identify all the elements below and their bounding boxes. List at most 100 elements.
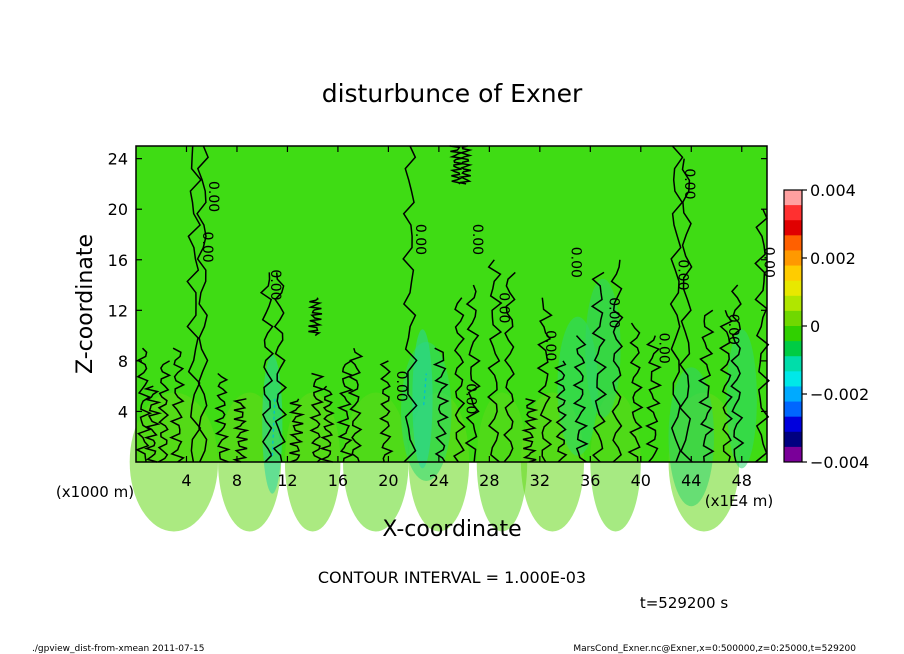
- contour-line: [645, 335, 663, 463]
- field-shade: [726, 329, 757, 469]
- colorbar-tick-label: 0: [810, 317, 820, 336]
- colorbar-segment: [784, 250, 802, 267]
- colorbar-segment: [784, 265, 802, 282]
- colorbar-segment: [784, 341, 802, 357]
- y-tick-label: 12: [108, 301, 128, 320]
- contour-line: [347, 347, 364, 463]
- contour-line: [307, 297, 323, 337]
- y-tick-label: 4: [118, 402, 128, 421]
- colorbar: 0.004 0.002 0 −0.002 −0.004: [783, 181, 869, 472]
- x-tick-label: 20: [378, 471, 398, 490]
- contour-label: 0.00: [605, 297, 621, 328]
- x-tick-label: 48: [732, 471, 752, 490]
- y-tick-label: 20: [108, 200, 128, 219]
- x-unit-left: (x1000 m): [56, 483, 134, 501]
- y-tick-label: 8: [118, 352, 128, 371]
- contour-line: [135, 347, 153, 463]
- contour-label: 0.00: [567, 247, 583, 278]
- contour-line: [610, 259, 624, 463]
- field-shading: [129, 278, 757, 532]
- contour-line: [554, 360, 568, 463]
- contour-label: 0.00: [681, 168, 697, 199]
- contour-line: [754, 208, 771, 463]
- contour-line: [319, 385, 335, 463]
- x-axis: 4 8 12 16 20 24 28 32 36 40 44 48: [181, 146, 752, 490]
- chart-title: disturbunce of Exner: [322, 79, 583, 108]
- contour-labels: 0.00 0.00 0.00 0.00 0.00 0.00 0.00 0.00 0.00 0.00…: [199, 168, 777, 414]
- contour-label: 0.00: [496, 292, 512, 323]
- contour-line: [572, 335, 589, 463]
- field-shade: [668, 367, 714, 507]
- contour-interval-text: CONTOUR INTERVAL = 1.000E-03: [318, 568, 586, 587]
- contour-label: 0.00: [393, 371, 409, 402]
- y-axis-label: Z-coordinate: [73, 234, 98, 374]
- contour-label: 0.00: [761, 247, 777, 278]
- contour-line: [432, 347, 450, 463]
- y-tick-label: 16: [108, 251, 128, 270]
- contour-label: 0.00: [542, 330, 558, 361]
- colorbar-segment: [784, 356, 802, 372]
- colorbar-tick-label: −0.002: [810, 385, 869, 404]
- contour-label: 0.00: [267, 269, 283, 300]
- colorbar-tick-label: 0.004: [810, 181, 856, 200]
- x-unit-right: (x1E4 m): [705, 492, 774, 510]
- plot-frame: [135, 145, 768, 463]
- colorbar-segment: [784, 280, 802, 297]
- colorbar-tick-label: −0.004: [810, 453, 869, 472]
- contour-line: [402, 145, 418, 463]
- contour-line: [718, 310, 733, 463]
- contour-line: [336, 360, 355, 463]
- contour-label: 0.00: [205, 181, 221, 212]
- contour-label: 0.00: [675, 259, 691, 290]
- contour-line: [196, 145, 209, 463]
- contour-line: [272, 272, 288, 463]
- x-tick-label: 12: [277, 471, 297, 490]
- contour-label: 0.00: [199, 232, 215, 263]
- plot-area: 0.00 0.00 0.00 0.00 0.00 0.00 0.00 0.00 0.00 0.00…: [129, 145, 777, 532]
- contour-line: [590, 271, 608, 463]
- contour-line: [232, 398, 250, 463]
- colorbar-segment: [784, 446, 802, 463]
- x-tick-label: 24: [429, 471, 449, 490]
- colorbar-segment: [784, 386, 802, 403]
- footer-left: ./gpview_dist-from-xmean 2011-07-15: [32, 644, 204, 654]
- colorbar-segment: [784, 401, 802, 418]
- contour-line: [669, 145, 684, 463]
- contour-line: [536, 297, 553, 463]
- contour-line: [213, 372, 231, 463]
- contour-line: [453, 297, 466, 463]
- y-axis: 4 8 12 16 20 24: [108, 150, 767, 421]
- colorbar-segment: [784, 310, 802, 327]
- footer-right: MarsCond_Exner.nc@Exner,x=0:500000,z=0:2…: [573, 644, 856, 654]
- colorbar-segment: [784, 205, 802, 221]
- contour-line: [186, 145, 202, 463]
- contour-line: [288, 398, 306, 463]
- negative-contour-line: [423, 373, 427, 406]
- contour-line: [157, 360, 172, 463]
- colorbar-segment: [784, 371, 802, 387]
- colorbar-segment: [784, 220, 802, 236]
- time-text: t=529200 s: [640, 594, 728, 612]
- contour-line: [169, 347, 186, 463]
- colorbar-segment: [784, 431, 802, 448]
- colorbar-segment: [784, 235, 802, 251]
- contour-line: [627, 322, 644, 463]
- contour-label: 0.00: [656, 333, 672, 364]
- x-tick-label: 16: [328, 471, 348, 490]
- colorbar-segment: [784, 295, 802, 312]
- x-tick-label: 44: [681, 471, 701, 490]
- x-tick-label: 4: [181, 471, 191, 490]
- contour-line: [259, 272, 275, 463]
- contour-label: 0.00: [412, 224, 428, 255]
- colorbar-segment: [784, 326, 802, 342]
- contour-line: [697, 309, 715, 463]
- contour-lines: [135, 145, 771, 463]
- contour-line: [464, 284, 481, 463]
- contour-line: [143, 385, 163, 463]
- contour-line: [521, 398, 539, 463]
- contour-line: [449, 145, 463, 185]
- x-tick-label: 8: [232, 471, 242, 490]
- contour-label: 0.00: [463, 383, 479, 414]
- x-tick-label: 36: [580, 471, 600, 490]
- contour-line: [458, 145, 473, 185]
